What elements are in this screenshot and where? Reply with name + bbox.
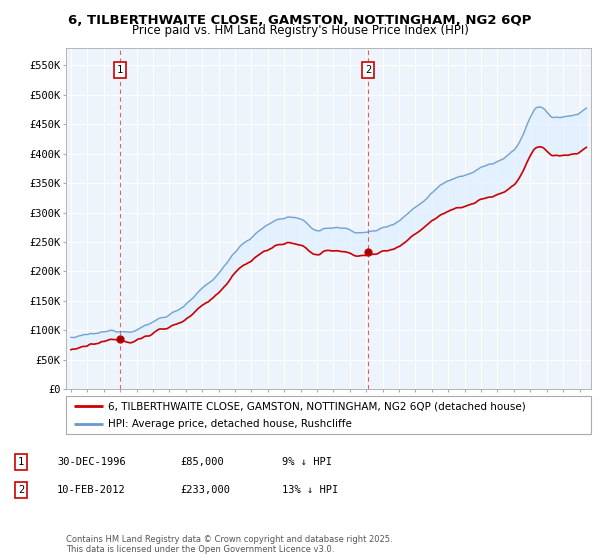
Text: 30-DEC-1996: 30-DEC-1996 — [57, 457, 126, 467]
Text: 9% ↓ HPI: 9% ↓ HPI — [282, 457, 332, 467]
Text: 6, TILBERTHWAITE CLOSE, GAMSTON, NOTTINGHAM, NG2 6QP: 6, TILBERTHWAITE CLOSE, GAMSTON, NOTTING… — [68, 14, 532, 27]
Text: 1: 1 — [18, 457, 24, 467]
Text: 13% ↓ HPI: 13% ↓ HPI — [282, 485, 338, 495]
Text: 2: 2 — [18, 485, 24, 495]
Text: 6, TILBERTHWAITE CLOSE, GAMSTON, NOTTINGHAM, NG2 6QP (detached house): 6, TILBERTHWAITE CLOSE, GAMSTON, NOTTING… — [108, 401, 526, 411]
Text: 1: 1 — [117, 65, 123, 75]
Text: HPI: Average price, detached house, Rushcliffe: HPI: Average price, detached house, Rush… — [108, 419, 352, 429]
Text: Price paid vs. HM Land Registry's House Price Index (HPI): Price paid vs. HM Land Registry's House … — [131, 24, 469, 37]
Text: £85,000: £85,000 — [180, 457, 224, 467]
Text: £233,000: £233,000 — [180, 485, 230, 495]
Text: Contains HM Land Registry data © Crown copyright and database right 2025.
This d: Contains HM Land Registry data © Crown c… — [66, 535, 392, 554]
Text: 2: 2 — [365, 65, 371, 75]
Text: 10-FEB-2012: 10-FEB-2012 — [57, 485, 126, 495]
FancyBboxPatch shape — [66, 396, 591, 434]
